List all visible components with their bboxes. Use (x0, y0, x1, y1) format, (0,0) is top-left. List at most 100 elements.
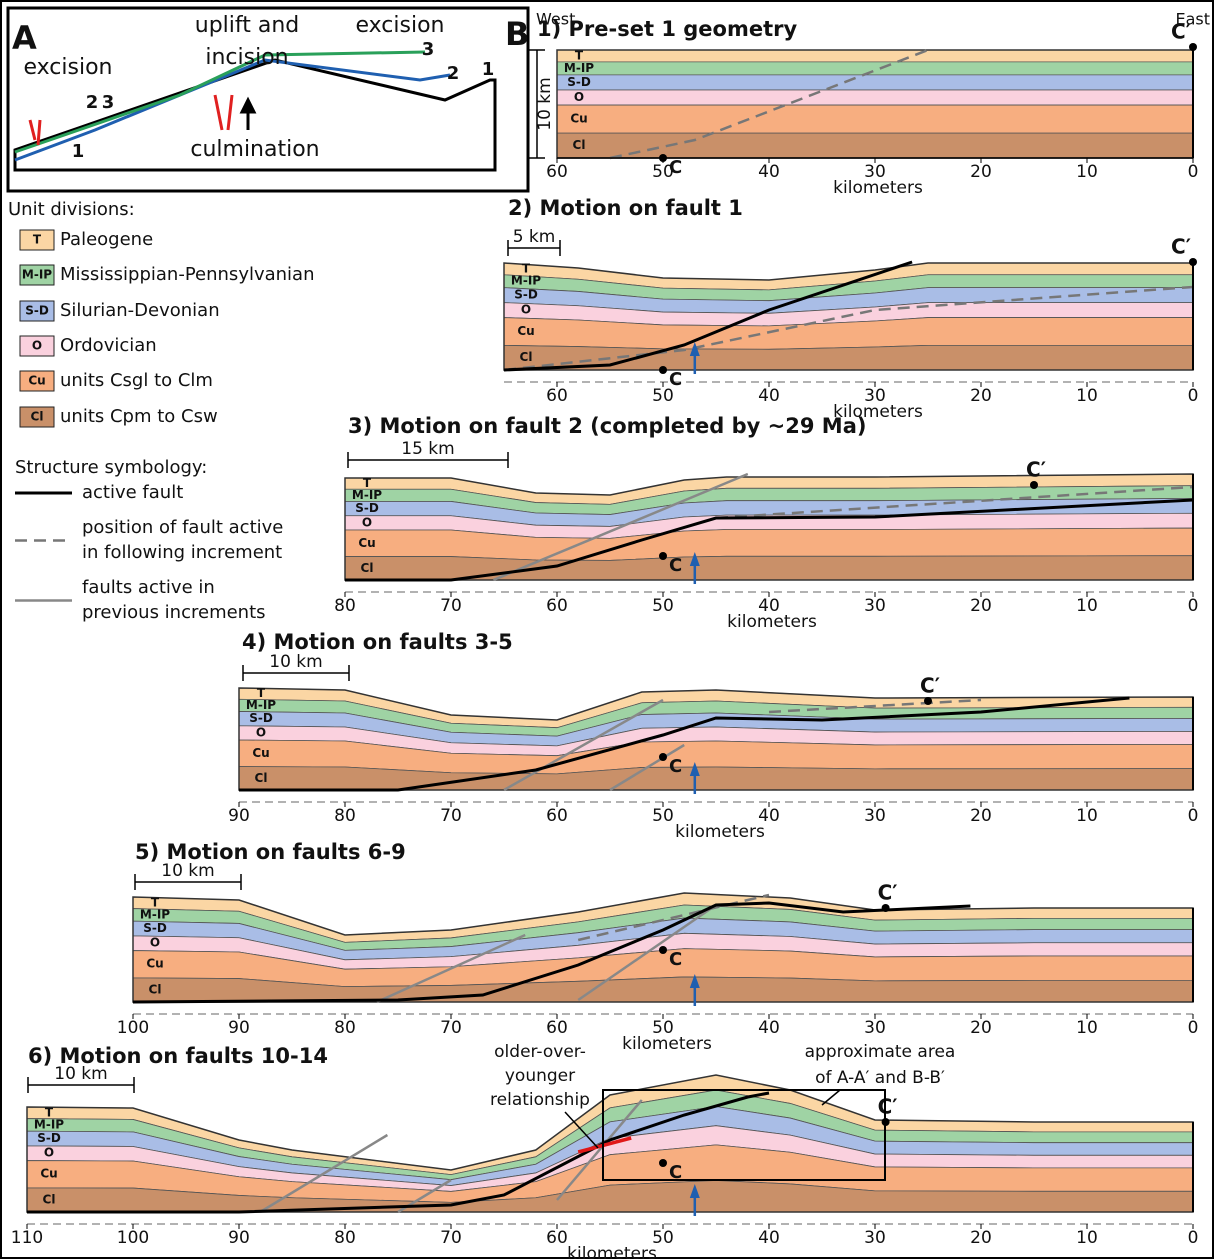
cross-section (345, 474, 1193, 580)
legend-abbr: M-IP (22, 268, 52, 282)
tick-label: 50 (652, 596, 674, 616)
axis-label: kilometers (833, 178, 923, 198)
panel-title: 4) Motion on faults 3-5 (242, 630, 513, 654)
annotation: relationship (490, 1090, 590, 1110)
rock-layer (557, 105, 1193, 133)
axis-label: kilometers (622, 1034, 712, 1054)
unit-label: S-D (514, 288, 538, 302)
tick-label: 80 (334, 1228, 356, 1248)
tick-label: 0 (1188, 596, 1199, 616)
cross-section (27, 1075, 1193, 1212)
unit-label: M-IP (34, 1117, 64, 1131)
unit-label: O (256, 725, 266, 739)
scale-label: 15 km (401, 439, 454, 459)
rock-layer (557, 133, 1193, 158)
tick-label: 0 (1188, 806, 1199, 826)
tick-label: 10 (1076, 386, 1098, 406)
tick-label: 20 (970, 806, 992, 826)
unit-label: Cu (252, 746, 269, 760)
tick-label: 80 (334, 806, 356, 826)
panel-title: 3) Motion on fault 2 (completed by ~29 M… (348, 414, 866, 438)
legend-abbr: Cu (28, 374, 45, 388)
tick-label: 60 (546, 162, 568, 182)
annotation: of A-A′ and B-B′ (815, 1068, 945, 1088)
point-c-prime-label: C′ (1171, 235, 1191, 259)
tick-label: 20 (970, 162, 992, 182)
unit-label: S-D (249, 711, 273, 725)
legend-text: position of fault active (82, 517, 283, 538)
tick-label: 40 (758, 1228, 780, 1248)
tick-label: 0 (1188, 1018, 1199, 1038)
tick-label: 40 (758, 1018, 780, 1038)
unit-label: S-D (567, 75, 591, 89)
tick-label: 60 (546, 386, 568, 406)
point-c (659, 154, 667, 162)
point-c-label: C (669, 369, 682, 390)
point-c (659, 753, 667, 761)
point-c-prime-label: C′ (1171, 20, 1191, 44)
unit-label: Cl (573, 138, 586, 152)
annotation: older-over- (494, 1042, 586, 1062)
unit-label: Cl (43, 1192, 56, 1206)
tick-label: 30 (864, 1228, 886, 1248)
legend-name: Silurian-Devonian (60, 300, 220, 321)
tick-label: 90 (228, 806, 250, 826)
tick-label: 10 (1076, 806, 1098, 826)
fault-number: 2 (447, 63, 460, 84)
point-c-prime-label: C′ (920, 674, 940, 698)
tick-label: 10 (1076, 162, 1098, 182)
scale-label: 5 km (513, 227, 556, 247)
panel-title: 2) Motion on fault 1 (508, 196, 743, 220)
point-c (659, 552, 667, 560)
tick-label: 20 (970, 596, 992, 616)
panel-label: B (505, 15, 529, 53)
rock-layer (239, 767, 1193, 790)
tick-label: 50 (652, 806, 674, 826)
tick-label: 60 (546, 1228, 568, 1248)
unit-label: M-IP (352, 488, 382, 502)
rock-layer (557, 75, 1193, 90)
tick-label: 100 (117, 1228, 149, 1248)
legend-name: Paleogene (60, 229, 153, 250)
unit-label: O (44, 1146, 54, 1160)
tick-label: 60 (546, 806, 568, 826)
rock-layer (557, 50, 1193, 62)
axis-label: kilometers (727, 612, 817, 632)
tick-label: 70 (440, 1228, 462, 1248)
tick-label: 70 (440, 1018, 462, 1038)
scale-label: 10 km (161, 861, 214, 881)
unit-label: M-IP (140, 907, 170, 921)
tick-label: 70 (440, 596, 462, 616)
legend-heading: Unit divisions: (8, 199, 135, 220)
unit-label: Cu (570, 112, 587, 126)
panel-title: 1) Pre-set 1 geometry (537, 17, 797, 41)
cross-section (239, 688, 1193, 790)
tick-label: 90 (228, 1228, 250, 1248)
legend-heading: Structure symbology: (15, 457, 207, 478)
legend-abbr: T (33, 233, 42, 247)
tick-label: 30 (864, 1018, 886, 1038)
fault-number: 2 (86, 92, 99, 113)
annotation-pointer (822, 1090, 840, 1105)
unit-label: O (150, 936, 160, 950)
fault-number: 1 (482, 59, 495, 80)
panel-label: A (12, 19, 37, 57)
cross-section (504, 262, 1193, 370)
legend-name: Mississippian-Pennsylvanian (60, 264, 315, 285)
tick-label: 90 (228, 1018, 250, 1038)
unit-label: M-IP (511, 274, 541, 288)
rock-layer (557, 62, 1193, 75)
unit-label: Cu (40, 1167, 57, 1181)
point-c (659, 1159, 667, 1167)
sketch-label: excision (356, 13, 445, 38)
fault-number: 3 (102, 92, 115, 113)
tick-label: 30 (864, 596, 886, 616)
sketch-label: incision (205, 45, 288, 70)
rock-layer (557, 90, 1193, 105)
axis-label: kilometers (675, 822, 765, 842)
point-c (659, 946, 667, 954)
tick-label: 30 (864, 806, 886, 826)
tick-label: 100 (117, 1018, 149, 1038)
point-c-prime-label: C′ (878, 1095, 898, 1119)
unit-label: O (574, 90, 584, 104)
